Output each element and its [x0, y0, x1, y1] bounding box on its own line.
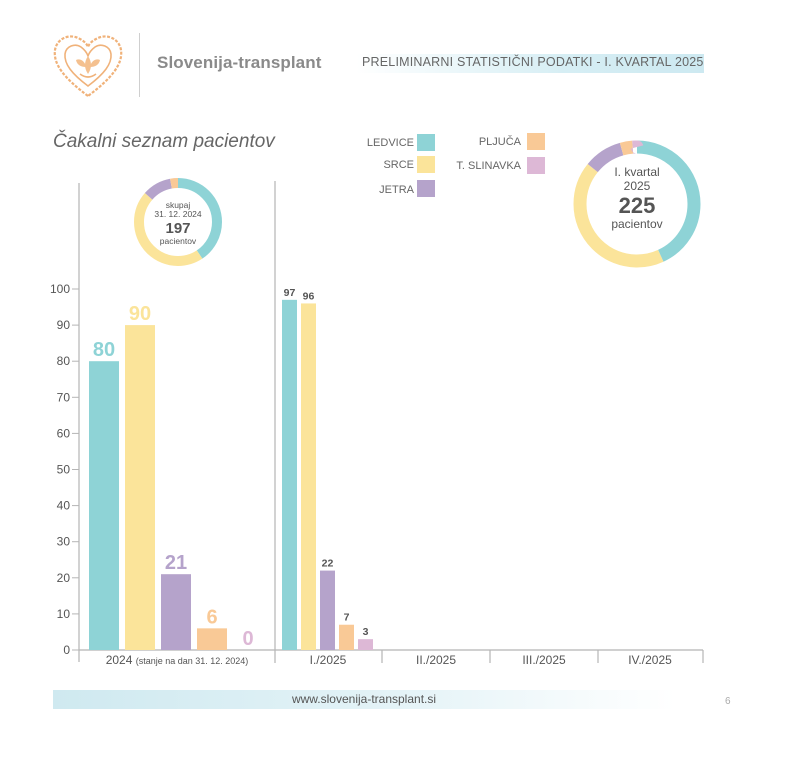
bar-srce-q1-2025	[301, 303, 316, 650]
bar-srce-2024	[125, 325, 155, 650]
report-title: PRELIMINARNI STATISTIČNI PODATKI - I. KV…	[362, 55, 704, 69]
y-tick-label: 60	[57, 426, 71, 440]
donut-segment-plju-a	[134, 178, 222, 266]
donut-line2: 2025	[624, 179, 651, 193]
bar-value-label: 22	[322, 558, 334, 570]
donut-line3: pacientov	[160, 236, 197, 246]
y-tick-label: 80	[57, 354, 71, 368]
donut-segment-srce	[573, 140, 701, 268]
bar-jetra-2024	[161, 574, 191, 650]
y-tick-label: 30	[57, 535, 71, 549]
page-number: 6	[725, 696, 731, 707]
bar-value-label: 80	[93, 339, 115, 361]
donut-segment-srce	[134, 178, 222, 266]
legend-swatch	[417, 180, 435, 197]
legend-swatch	[417, 134, 435, 151]
bar-value-label: 0	[242, 628, 253, 650]
y-tick-label: 70	[57, 390, 71, 404]
chart-heading: Čakalni seznam pacientov	[53, 131, 275, 152]
x-label-quarter: III./2025	[522, 653, 566, 667]
bar-ledvice-q1-2025	[282, 299, 297, 650]
bar-value-label: 90	[129, 303, 151, 325]
legend-label: SRCE	[383, 159, 414, 171]
legend-swatch	[527, 133, 545, 150]
bar-value-label: 7	[344, 612, 350, 624]
donut-line2: 31. 12. 2024	[154, 209, 202, 219]
donut-total: 197	[165, 220, 190, 237]
y-tick-label: 20	[57, 571, 71, 585]
legend-label: LEDVICE	[367, 137, 414, 149]
legend-swatch	[417, 156, 435, 173]
x-label-quarter: II./2025	[416, 653, 456, 667]
y-tick-label: 0	[63, 643, 70, 657]
brand-name: Slovenija-transplant	[157, 53, 322, 72]
x-label-main: 2024	[106, 653, 136, 667]
bar-value-label: 21	[165, 552, 187, 574]
donut-center	[587, 154, 687, 254]
donut-line1: skupaj	[166, 200, 191, 210]
y-tick-label: 100	[50, 282, 70, 296]
x-label-quarter: IV./2025	[628, 653, 672, 667]
y-tick-label: 90	[57, 318, 71, 332]
slovenija-transplant-logo	[53, 35, 123, 98]
donut-line1: I. kvartal	[614, 165, 659, 179]
bar-ledvice-2024	[89, 361, 119, 650]
y-tick-label: 10	[57, 607, 71, 621]
bar-plju-a-2024	[197, 628, 227, 650]
bar-jetra-q1-2025	[320, 570, 335, 650]
bar-value-label: 97	[284, 287, 296, 299]
y-tick-label: 50	[57, 463, 71, 477]
donut-segment-t-slinavka	[573, 140, 701, 268]
report-title-band	[356, 54, 704, 73]
donut-line3: pacientov	[611, 217, 662, 231]
donut-center	[145, 189, 211, 255]
donut-total: 225	[619, 193, 656, 218]
y-tick-label: 40	[57, 499, 71, 513]
bar-value-label: 3	[363, 626, 369, 638]
legend-swatch	[527, 157, 545, 174]
x-label-2024: 2024 (stanje na dan 31. 12. 2024)	[106, 653, 249, 667]
bar-plju-a-q1-2025	[339, 624, 354, 650]
header-divider	[139, 33, 140, 97]
legend-label: PLJUČA	[479, 135, 522, 148]
x-label-sub: (stanje na dan 31. 12. 2024)	[136, 656, 249, 666]
bar-value-label: 6	[206, 606, 217, 628]
footer-url[interactable]: www.slovenija-transplant.si	[291, 692, 437, 706]
bar-t-slinavka-q1-2025	[358, 639, 373, 650]
legend-label: JETRA	[379, 184, 415, 196]
bar-value-label: 96	[303, 290, 315, 302]
x-label-quarter: I./2025	[310, 653, 347, 667]
legend-label: T. SLINAVKA	[456, 160, 521, 172]
footer-band	[53, 690, 675, 709]
